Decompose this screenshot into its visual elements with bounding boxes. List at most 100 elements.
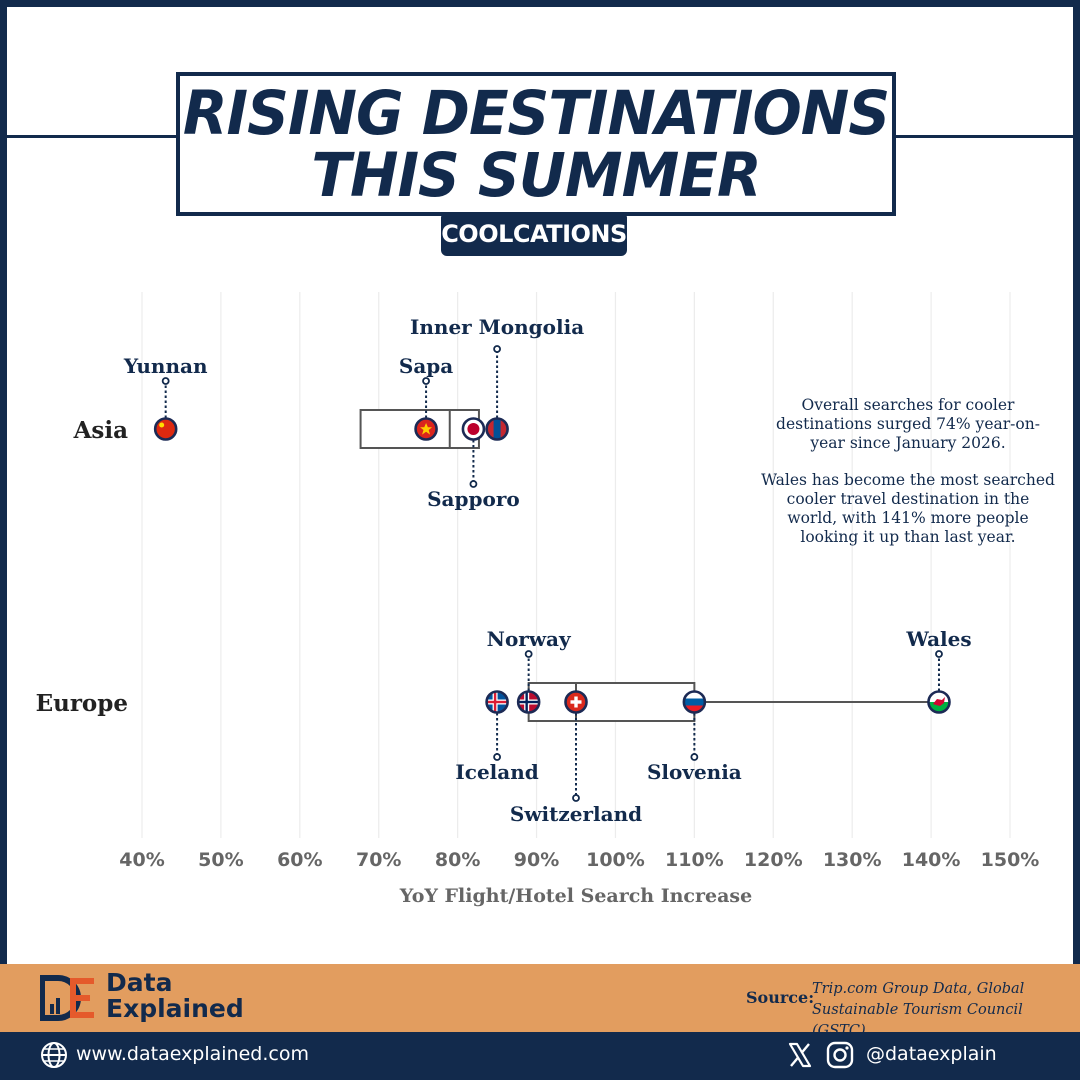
flag-japan-icon — [462, 418, 484, 440]
point-label-inner-mongolia: Inner Mongolia — [410, 315, 584, 339]
flag-cross-v-inner — [525, 691, 528, 713]
note-paragraph-1: Overall searches for cooler destinations… — [776, 396, 1040, 452]
point-inner-mongolia — [485, 417, 509, 441]
point-yunnan — [153, 417, 178, 441]
point-label-yunnan: Yunnan — [123, 354, 208, 378]
point-switzerland — [564, 690, 588, 714]
flag-dragon — [932, 697, 945, 706]
flag-cross-h-inner — [486, 700, 508, 704]
flag-bottom — [928, 702, 950, 713]
point-iceland — [485, 690, 509, 714]
x-tick-label-130: 130% — [823, 849, 882, 871]
leader-end-iceland — [493, 753, 501, 761]
point-label-slovenia: Slovenia — [647, 760, 742, 784]
point-slovenia — [682, 690, 707, 714]
x-tick-label-60: 60% — [277, 849, 322, 871]
category-label-asia: Asia — [73, 417, 129, 444]
leader-end-yunnan — [161, 377, 170, 385]
flag-cross-v — [574, 696, 578, 708]
x-tick-label-140: 140% — [902, 849, 961, 871]
note-paragraph-2: Wales has become the most searched coole… — [761, 471, 1055, 546]
point-label-sapa: Sapa — [399, 354, 453, 378]
points — [153, 417, 951, 714]
subtitle-badge: COOLCATIONS — [441, 212, 627, 256]
title-line-1: RISING DESTINATIONS — [182, 77, 890, 149]
gridlines — [141, 292, 1011, 838]
annotation-note: Overall searches for cooler destinations… — [760, 396, 1056, 565]
chart: Asia Europe Yunnan Sapa Sapporo Inner Mongoli… — [36, 292, 1039, 907]
flag-cross-h-inner — [518, 700, 540, 704]
x-tick-label-90: 90% — [514, 849, 559, 871]
flag-stripe-2 — [683, 698, 705, 706]
category-label-europe: Europe — [36, 690, 128, 717]
point-labels: Asia Europe Yunnan Sapa Sapporo Inner Mongoli… — [36, 315, 972, 826]
flag-ring — [564, 690, 588, 714]
title-rule-left — [7, 135, 179, 138]
flag-wales-icon — [928, 691, 950, 713]
x-icon[interactable] — [786, 1041, 814, 1069]
flag-vietnam-icon — [415, 418, 437, 440]
leader-lines — [161, 345, 943, 802]
leader-end-inner-mongolia — [493, 345, 501, 353]
social-handle[interactable]: @dataexplain — [866, 1043, 997, 1065]
brand-line-2: Explained — [106, 994, 244, 1023]
brand-name: Data Explained — [106, 970, 244, 1022]
website-link[interactable]: www.dataexplained.com — [76, 1043, 309, 1065]
leader-end-sapa — [422, 377, 430, 385]
point-wales — [927, 690, 951, 714]
flag-star — [159, 422, 165, 428]
x-tick-label-40: 40% — [119, 849, 164, 871]
flag-china-icon — [155, 418, 177, 440]
point-sapa — [414, 417, 438, 441]
flag-cross-v-inner — [493, 691, 497, 713]
x-tick-label-80: 80% — [435, 849, 480, 871]
point-label-wales: Wales — [905, 627, 971, 651]
leader-end-sapporo — [469, 480, 478, 488]
x-tick-label-100: 100% — [586, 849, 645, 871]
point-label-switzerland: Switzerland — [510, 802, 642, 826]
flag-ring — [485, 690, 509, 714]
title-box: RISING DESTINATIONS THIS SUMMER — [176, 72, 896, 216]
point-sapporo — [461, 417, 486, 441]
instagram-icon[interactable] — [826, 1041, 854, 1069]
flag-top — [928, 691, 950, 702]
flag-norway-icon — [518, 691, 540, 713]
x-tick-label-50: 50% — [198, 849, 243, 871]
source-label: Source: — [746, 988, 815, 1007]
leader-end-switzerland — [572, 794, 580, 802]
flag-mongolia-icon — [486, 418, 508, 440]
flag-stripe-1 — [683, 691, 705, 699]
point-norway — [516, 690, 541, 714]
x-tick-label-120: 120% — [744, 849, 803, 871]
bottom-bar — [0, 1032, 1080, 1080]
x-ticks: 40% 50% 60% 70% 80% 90% 100% 110% 120% 130% 140% 15… — [119, 849, 1039, 871]
leader-end-wales — [935, 650, 943, 658]
footer-band — [0, 964, 1080, 1032]
flag-switzerland-icon — [565, 691, 587, 713]
globe-icon — [41, 1042, 67, 1068]
title-line-2: THIS SUMMER — [311, 139, 761, 211]
flag-band — [493, 418, 501, 440]
flag-disc — [467, 423, 480, 435]
point-label-norway: Norway — [487, 627, 572, 651]
flag-stripe-3 — [683, 705, 705, 713]
flag-ring — [516, 690, 541, 714]
flag-slovenia-icon — [683, 691, 705, 713]
flag-star — [420, 423, 433, 435]
logo-icon — [40, 975, 94, 1021]
x-tick-label-70: 70% — [356, 849, 401, 871]
x-tick-label-150: 150% — [981, 849, 1040, 871]
x-axis-title: YoY Flight/Hotel Search Increase — [399, 885, 752, 907]
flag-ring — [927, 690, 951, 714]
leader-end-slovenia — [690, 753, 699, 761]
flag-iceland-icon — [486, 691, 508, 713]
flag-ring — [682, 690, 707, 714]
flag-ring — [414, 417, 438, 441]
x-tick-label-110: 110% — [665, 849, 724, 871]
point-label-iceland: Iceland — [455, 760, 538, 784]
box-europe — [527, 682, 696, 722]
flag-ring — [153, 417, 178, 441]
flag-ring — [485, 417, 509, 441]
title-rule-right — [893, 135, 1073, 138]
flag-ring — [461, 417, 486, 441]
